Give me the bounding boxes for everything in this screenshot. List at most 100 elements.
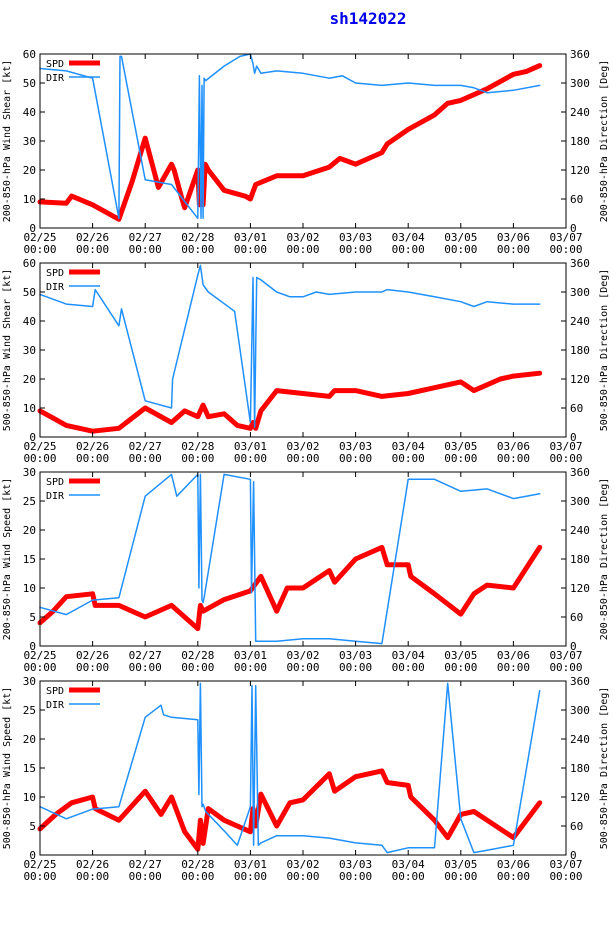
legend: SPD DIR [46, 268, 100, 293]
x-tick-date-label: 03/01 [234, 649, 267, 662]
right-y-tick-label: 0 [570, 431, 577, 444]
x-tick-time-label: 00:00 [392, 870, 425, 883]
right-y-tick-label: 120 [570, 791, 590, 804]
left-y-tick-label: 50 [23, 286, 36, 299]
x-tick-time-label: 00:00 [286, 870, 319, 883]
direction-series-line [39, 473, 541, 645]
x-tick-time-label: 00:00 [549, 870, 582, 883]
right-y-tick-label: 240 [570, 733, 590, 746]
legend-spd-label: SPD [46, 477, 64, 488]
legend-spd-label: SPD [46, 686, 64, 697]
legend: SPD DIR [46, 477, 100, 502]
figure-title: sh142022 [329, 9, 406, 28]
x-tick-date-label: 03/05 [444, 440, 477, 453]
x-tick-date-label: 03/07 [549, 440, 582, 453]
legend-dir-label: DIR [46, 73, 65, 84]
left-axis-label: 200-850-hPa Wind Speed [kt] [2, 478, 13, 641]
x-tick-date-label: 02/26 [76, 440, 109, 453]
x-tick-date-label: 02/28 [181, 231, 214, 244]
plot-frame [39, 471, 567, 647]
left-axis-label: 500-850-hPa Wind Shear [kt] [2, 269, 13, 432]
left-y-tick-label: 5 [29, 611, 36, 624]
x-tick-date-label: 03/04 [392, 231, 425, 244]
left-y-tick-label: 10 [23, 582, 36, 595]
x-tick-date-label: 03/04 [392, 649, 425, 662]
x-tick-time-label: 00:00 [181, 870, 214, 883]
x-tick-time-label: 00:00 [497, 452, 530, 465]
right-y-tick-label: 240 [570, 315, 590, 328]
left-y-tick-label: 30 [23, 135, 36, 148]
left-y-tick-label: 0 [29, 849, 36, 862]
right-axis-label: 200-850-hPa Direction [Deg] [599, 60, 610, 223]
right-y-tick-label: 240 [570, 106, 590, 119]
x-tick-time-label: 00:00 [549, 452, 582, 465]
x-tick-date-label: 02/28 [181, 649, 214, 662]
x-tick-time-label: 00:00 [181, 661, 214, 674]
x-tick-date-label: 03/02 [286, 231, 319, 244]
direction-series-line [39, 53, 541, 220]
left-y-tick-label: 20 [23, 164, 36, 177]
x-tick-time-label: 00:00 [339, 661, 372, 674]
right-y-tick-label: 300 [570, 495, 590, 508]
x-tick-time-label: 00:00 [23, 243, 56, 256]
x-tick-date-label: 03/07 [549, 231, 582, 244]
right-y-tick-label: 0 [570, 640, 577, 653]
x-tick-date-label: 03/07 [549, 649, 582, 662]
x-tick-time-label: 00:00 [392, 452, 425, 465]
x-tick-time-label: 00:00 [497, 243, 530, 256]
x-tick-time-label: 00:00 [129, 870, 162, 883]
left-y-tick-label: 25 [23, 704, 36, 717]
x-tick-date-label: 02/26 [76, 231, 109, 244]
x-tick-date-label: 02/25 [23, 858, 56, 871]
chart-panel-1: 010203040506006012018024030036002/2500:0… [2, 48, 610, 256]
legend: SPD DIR [46, 686, 100, 711]
x-tick-time-label: 00:00 [129, 243, 162, 256]
x-tick-date-label: 02/27 [129, 231, 162, 244]
x-tick-time-label: 00:00 [549, 243, 582, 256]
x-tick-date-label: 03/06 [497, 440, 530, 453]
x-tick-time-label: 00:00 [444, 661, 477, 674]
right-y-tick-label: 60 [570, 611, 583, 624]
x-tick-date-label: 03/03 [339, 649, 372, 662]
right-y-tick-label: 180 [570, 553, 590, 566]
x-tick-time-label: 00:00 [339, 452, 372, 465]
x-tick-date-label: 03/06 [497, 649, 530, 662]
right-y-tick-label: 120 [570, 164, 590, 177]
x-tick-date-label: 02/27 [129, 440, 162, 453]
left-y-tick-label: 0 [29, 431, 36, 444]
left-y-tick-label: 30 [23, 344, 36, 357]
x-tick-date-label: 03/03 [339, 440, 372, 453]
x-tick-date-label: 02/25 [23, 231, 56, 244]
right-y-tick-label: 240 [570, 524, 590, 537]
left-y-tick-label: 50 [23, 77, 36, 90]
x-tick-time-label: 00:00 [23, 452, 56, 465]
left-y-tick-label: 10 [23, 193, 36, 206]
x-tick-time-label: 00:00 [392, 661, 425, 674]
x-tick-date-label: 03/04 [392, 858, 425, 871]
left-y-tick-label: 10 [23, 791, 36, 804]
legend-spd-label: SPD [46, 59, 64, 70]
speed-series-line [37, 63, 543, 222]
right-y-tick-label: 360 [570, 48, 590, 61]
x-tick-date-label: 03/01 [234, 858, 267, 871]
right-y-tick-label: 120 [570, 373, 590, 386]
x-tick-date-label: 03/05 [444, 231, 477, 244]
x-tick-date-label: 02/27 [129, 649, 162, 662]
right-y-tick-label: 60 [570, 193, 583, 206]
x-tick-time-label: 00:00 [181, 243, 214, 256]
right-y-tick-label: 0 [570, 849, 577, 862]
right-axis-label: 500-850-hPa Direction [Deg] [599, 687, 610, 850]
right-y-tick-label: 360 [570, 257, 590, 270]
x-tick-date-label: 02/26 [76, 649, 109, 662]
left-y-tick-label: 0 [29, 222, 36, 235]
x-tick-date-label: 02/28 [181, 440, 214, 453]
plot-frame [39, 262, 567, 438]
right-y-tick-label: 300 [570, 77, 590, 90]
x-tick-date-label: 03/06 [497, 231, 530, 244]
plot-frame [39, 680, 567, 856]
x-tick-date-label: 03/02 [286, 649, 319, 662]
x-tick-date-label: 03/02 [286, 440, 319, 453]
right-y-tick-label: 180 [570, 762, 590, 775]
right-y-tick-label: 0 [570, 222, 577, 235]
left-y-tick-label: 5 [29, 820, 36, 833]
